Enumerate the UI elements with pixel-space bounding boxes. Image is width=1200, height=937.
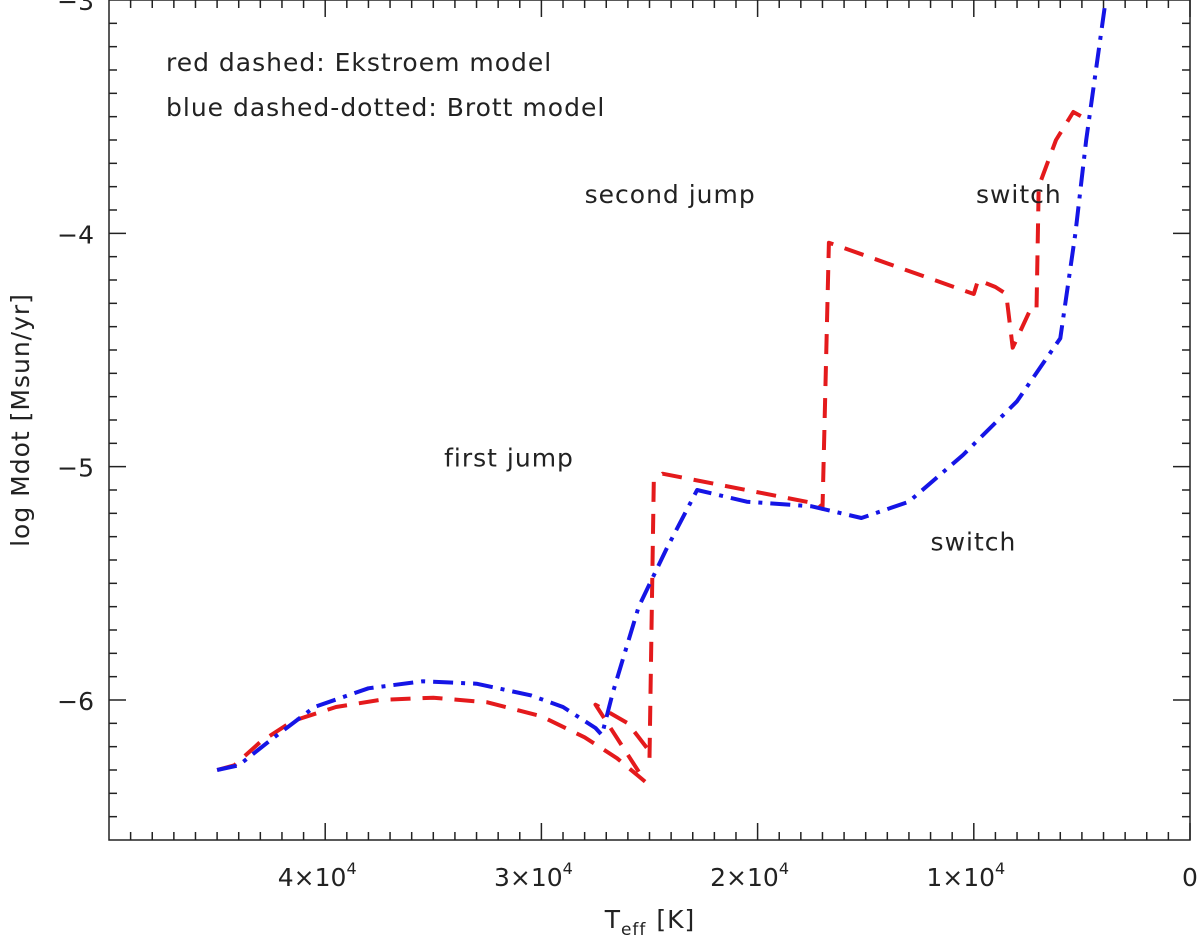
y-tick-label: −6 xyxy=(57,687,94,716)
x-tick-label: 3×104 xyxy=(494,859,573,892)
x-tick-mantissa: 1×10 xyxy=(926,863,995,892)
annotation-label: switch xyxy=(976,180,1062,209)
x-tick-label: 1×104 xyxy=(926,859,1005,892)
y-tick-label: −4 xyxy=(57,220,94,249)
x-tick-exponent: 4 xyxy=(563,859,573,878)
y-tick-labels: −6 −5 −4 −3 xyxy=(57,0,94,716)
x-tick-labels: 4×104 3×104 2×104 1×104 0 xyxy=(278,859,1198,892)
x-tick-exponent: 4 xyxy=(995,859,1005,878)
x-tick-mantissa: 2×10 xyxy=(710,863,779,892)
x-axis-title-main: T xyxy=(604,905,621,934)
x-tick-mantissa: 3×10 xyxy=(494,863,563,892)
legend-line-1: red dashed: Ekstroem model xyxy=(166,48,552,77)
y-axis-title: log Mdot [Msun/yr] xyxy=(6,293,35,547)
annotation-label: second jump xyxy=(585,180,756,209)
x-axis-title: Teff [K] xyxy=(604,905,696,937)
x-tick-exponent: 4 xyxy=(346,859,356,878)
annotations: second jump switch first jump switch xyxy=(444,180,1062,557)
x-tick-mantissa: 0 xyxy=(1182,863,1198,892)
x-tick-mantissa: 4×10 xyxy=(278,863,347,892)
legend-line-2: blue dashed-dotted: Brott model xyxy=(166,93,605,122)
y-tick-label: −5 xyxy=(57,454,94,483)
series-line-ekstroem xyxy=(216,110,1083,784)
y-tick-label: −3 xyxy=(57,0,94,16)
axis-ticks xyxy=(109,0,1191,840)
x-tick-exponent: 4 xyxy=(779,859,789,878)
x-axis-title-unit: [K] xyxy=(656,905,695,934)
x-tick-label: 2×104 xyxy=(710,859,789,892)
series-group xyxy=(216,0,1108,784)
x-tick-label: 4×104 xyxy=(278,859,357,892)
annotation-label: switch xyxy=(931,528,1017,557)
x-axis-title-sub: eff xyxy=(621,920,646,937)
x-tick-label: 0 xyxy=(1182,863,1198,892)
annotation-label: first jump xyxy=(444,444,574,473)
